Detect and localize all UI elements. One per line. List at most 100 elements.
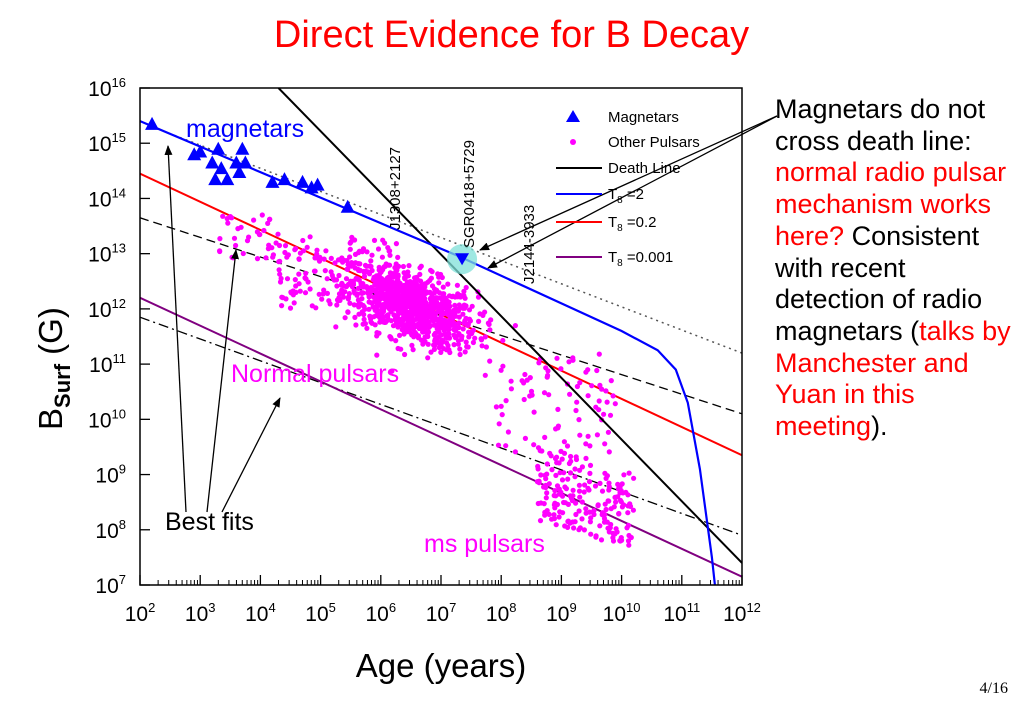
- pulsar-point: [319, 296, 325, 302]
- pulsar-point: [630, 507, 637, 513]
- pulsar-point: [605, 429, 612, 435]
- pulsar-point: [573, 511, 579, 518]
- magnetar-point: [193, 144, 208, 158]
- pulsar-point: [393, 241, 399, 247]
- pulsar-point: [601, 519, 608, 525]
- pulsar-point: [476, 318, 482, 324]
- pulsar-point: [596, 398, 602, 404]
- pulsar-point: [366, 306, 372, 312]
- x-tick-label: 1010: [603, 600, 641, 626]
- pulsar-point: [583, 506, 589, 512]
- pulsar-point: [625, 510, 631, 516]
- legend-magnetar-marker: [566, 110, 580, 122]
- pulsar-point: [546, 511, 552, 517]
- pulsar-point: [460, 326, 466, 332]
- pulsar-point: [217, 248, 223, 255]
- pulsar-point: [582, 482, 588, 488]
- pulsar-point: [573, 407, 579, 414]
- pulsar-point: [503, 398, 509, 404]
- pulsar-point: [400, 322, 406, 328]
- pulsar-point: [327, 301, 333, 307]
- pulsar-point: [463, 284, 469, 291]
- pulsar-point: [390, 271, 397, 277]
- pulsar-point: [280, 295, 286, 301]
- pulsar-point: [355, 250, 362, 256]
- pulsar-point: [588, 515, 594, 521]
- pulsar-point: [355, 285, 361, 291]
- pulsar-point: [587, 519, 594, 525]
- pulsar-point: [549, 516, 555, 522]
- pulsar-point: [389, 368, 395, 374]
- pulsar-point: [355, 266, 361, 272]
- pulsar-point: [445, 305, 451, 311]
- pulsar-point: [339, 280, 345, 286]
- pulsar-point: [608, 506, 614, 512]
- pulsar-point: [556, 514, 562, 520]
- pulsar-point: [577, 380, 583, 386]
- pulsar-point: [337, 257, 343, 263]
- pulsar-point: [544, 490, 550, 496]
- pulsar-point: [472, 335, 478, 341]
- magnetar-point: [340, 199, 355, 213]
- pulsar-point: [535, 463, 541, 469]
- pulsar-point: [399, 305, 406, 311]
- pulsar-point: [368, 316, 374, 322]
- pulsar-point: [403, 300, 409, 307]
- pulsar-point: [592, 483, 599, 489]
- pulsar-point: [350, 282, 357, 288]
- pulsar-point: [386, 248, 392, 254]
- pulsar-point: [543, 484, 549, 491]
- side-text-part: Magnetars do not cross death line:: [775, 94, 986, 156]
- pulsar-point: [587, 509, 593, 515]
- pulsar-point: [305, 279, 311, 285]
- pulsar-point: [512, 323, 519, 329]
- pulsar-point: [538, 472, 544, 478]
- pulsar-point: [570, 487, 576, 493]
- pulsar-point: [267, 216, 273, 222]
- pulsar-point: [587, 470, 593, 476]
- pulsar-point: [599, 488, 606, 494]
- y-tick-label: 1013: [88, 241, 126, 267]
- pulsar-point: [553, 426, 559, 432]
- y-tick-label: 1012: [88, 296, 126, 322]
- pulsar-point: [377, 275, 383, 281]
- pulsar-point: [499, 412, 505, 418]
- pulsar-point: [428, 308, 434, 314]
- pulsar-point: [541, 390, 548, 396]
- magnetar-point: [208, 172, 223, 186]
- pulsar-point: [558, 366, 564, 372]
- pulsar-point: [546, 392, 552, 398]
- pulsar-point: [626, 470, 632, 476]
- pulsar-point: [496, 421, 502, 427]
- pulsar-point: [420, 327, 427, 333]
- pulsar-point: [347, 254, 353, 260]
- pulsar-point: [487, 327, 493, 333]
- pulsar-point: [263, 255, 269, 261]
- pulsar-point: [591, 508, 597, 514]
- pulsar-point: [545, 372, 551, 379]
- pulsar-point: [576, 417, 582, 423]
- pulsar-point: [277, 271, 283, 277]
- pulsar-point: [538, 500, 544, 506]
- pulsar-point: [576, 482, 583, 488]
- pulsar-point: [456, 324, 462, 331]
- pulsar-point: [385, 312, 391, 318]
- pulsar-point: [364, 325, 370, 331]
- pulsar-point: [374, 308, 380, 314]
- pulsar-point: [602, 501, 608, 507]
- magnetar-point: [214, 161, 229, 175]
- legend-entry-label: Death Line: [608, 160, 681, 177]
- pulsar-point: [588, 531, 594, 537]
- pulsar-point: [320, 291, 326, 297]
- pulsar-point: [382, 278, 388, 284]
- pulsar-point: [581, 489, 587, 495]
- y-axis-label: BSurf (G): [32, 307, 75, 430]
- pulsar-point: [587, 443, 593, 449]
- magnetar-point: [205, 155, 220, 169]
- pulsar-point: [602, 441, 608, 447]
- pulsar-point: [256, 231, 262, 238]
- pulsar-point: [454, 282, 460, 288]
- pulsar-point: [432, 314, 438, 320]
- pulsar-point: [368, 258, 374, 264]
